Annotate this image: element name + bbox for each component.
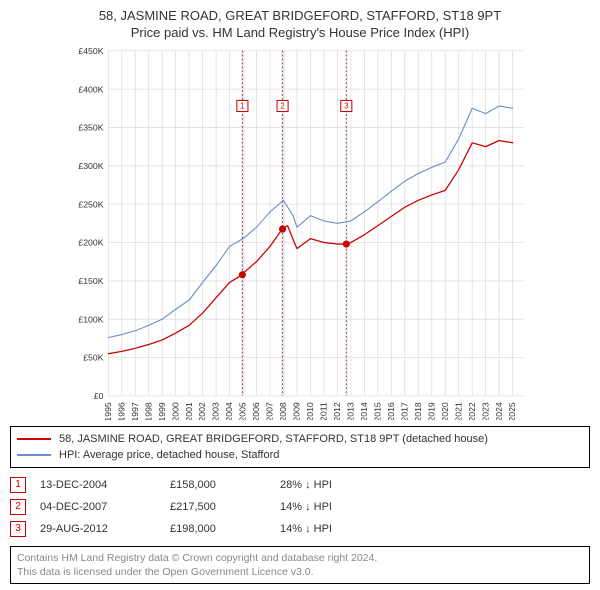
marker-row: 3 29-AUG-2012£198,00014% ↓ HPI <box>10 518 590 540</box>
y-tick-label: £150K <box>78 276 103 286</box>
legend-label: 58, JASMINE ROAD, GREAT BRIDGEFORD, STAF… <box>59 431 488 447</box>
legend-label: HPI: Average price, detached house, Staf… <box>59 447 279 463</box>
chart-title-subtitle: Price paid vs. HM Land Registry's House … <box>10 25 590 40</box>
chart-title-address: 58, JASMINE ROAD, GREAT BRIDGEFORD, STAF… <box>10 8 590 23</box>
x-tick-label: 2004 <box>224 402 234 420</box>
y-tick-label: £50K <box>83 353 104 363</box>
footer-line-2: This data is licensed under the Open Gov… <box>17 565 583 579</box>
y-tick-label: £0 <box>94 391 104 401</box>
marker-date: 29-AUG-2012 <box>40 518 170 540</box>
x-tick-label: 1998 <box>143 402 153 420</box>
x-tick-label: 2003 <box>211 402 221 420</box>
marker-date: 13-DEC-2004 <box>40 474 170 496</box>
x-tick-label: 2010 <box>305 402 315 420</box>
x-tick-label: 1999 <box>157 402 167 420</box>
marker-delta: 14% ↓ HPI <box>280 518 400 540</box>
marker-badge: 3 <box>10 521 26 537</box>
x-tick-label: 2022 <box>467 402 477 420</box>
x-tick-label: 2009 <box>292 402 302 420</box>
marker-price: £198,000 <box>170 518 280 540</box>
y-tick-label: £350K <box>78 123 103 133</box>
marker-badge: 1 <box>10 477 26 493</box>
marker-label-num: 1 <box>240 102 245 111</box>
marker-row: 2 04-DEC-2007£217,50014% ↓ HPI <box>10 496 590 518</box>
price-chart-svg: £0 £50K £100K £150K £200K £250K £300K £350K £400… <box>10 46 590 420</box>
x-tick-label: 2013 <box>346 402 356 420</box>
marker-badge: 2 <box>10 499 26 515</box>
x-tick-label: 1995 <box>103 402 113 420</box>
legend-color-swatch <box>17 438 51 440</box>
x-tick-label: 2015 <box>372 402 382 420</box>
x-tick-label: 2014 <box>359 402 369 420</box>
x-tick-label: 2018 <box>413 402 423 420</box>
sale-marker-dot <box>239 272 245 278</box>
footer-line-1: Contains HM Land Registry data © Crown c… <box>17 551 583 565</box>
page-root: 58, JASMINE ROAD, GREAT BRIDGEFORD, STAF… <box>0 0 600 590</box>
marker-label-num: 3 <box>344 102 349 111</box>
x-tick-label: 2016 <box>386 402 396 420</box>
marker-label-num: 2 <box>280 102 284 111</box>
legend-item: HPI: Average price, detached house, Staf… <box>17 447 583 463</box>
x-tick-label: 2000 <box>170 402 180 420</box>
sale-marker-dot <box>279 226 285 232</box>
x-tick-label: 2001 <box>184 402 194 420</box>
x-tick-label: 2021 <box>453 402 463 420</box>
y-tick-label: £200K <box>78 238 103 248</box>
y-tick-label: £400K <box>78 84 103 94</box>
x-tick-label: 2012 <box>332 402 342 420</box>
marker-price: £158,000 <box>170 474 280 496</box>
y-tick-label: £300K <box>78 161 103 171</box>
marker-delta: 14% ↓ HPI <box>280 496 400 518</box>
x-tick-label: 2020 <box>440 402 450 420</box>
chart-titles: 58, JASMINE ROAD, GREAT BRIDGEFORD, STAF… <box>10 8 590 46</box>
y-tick-label: £250K <box>78 199 103 209</box>
x-tick-label: 2024 <box>494 402 504 420</box>
x-tick-label: 1996 <box>116 402 126 420</box>
x-tick-label: 2025 <box>507 402 517 420</box>
x-tick-label: 2006 <box>251 402 261 420</box>
y-tick-label: £450K <box>78 46 103 56</box>
chart-area: £0 £50K £100K £150K £200K £250K £300K £350K £400… <box>10 46 590 420</box>
legend-item: 58, JASMINE ROAD, GREAT BRIDGEFORD, STAF… <box>17 431 583 447</box>
marker-delta: 28% ↓ HPI <box>280 474 400 496</box>
legend-color-swatch <box>17 454 51 456</box>
y-tick-label: £100K <box>78 314 103 324</box>
sale-marker-dot <box>343 241 349 247</box>
marker-table: 1 13-DEC-2004£158,00028% ↓ HPI 2 04-DEC-200… <box>10 474 590 540</box>
footer-box: Contains HM Land Registry data © Crown c… <box>10 546 590 584</box>
x-tick-label: 2019 <box>426 402 436 420</box>
x-tick-label: 2005 <box>238 402 248 420</box>
x-tick-label: 2023 <box>480 402 490 420</box>
x-tick-label: 1997 <box>130 402 140 420</box>
x-tick-label: 2011 <box>319 402 329 420</box>
x-tick-label: 2017 <box>399 402 409 420</box>
x-tick-label: 2007 <box>265 402 275 420</box>
x-tick-label: 2008 <box>278 402 288 420</box>
x-tick-label: 2002 <box>197 402 207 420</box>
marker-row: 1 13-DEC-2004£158,00028% ↓ HPI <box>10 474 590 496</box>
marker-date: 04-DEC-2007 <box>40 496 170 518</box>
legend-box: 58, JASMINE ROAD, GREAT BRIDGEFORD, STAF… <box>10 426 590 468</box>
marker-price: £217,500 <box>170 496 280 518</box>
